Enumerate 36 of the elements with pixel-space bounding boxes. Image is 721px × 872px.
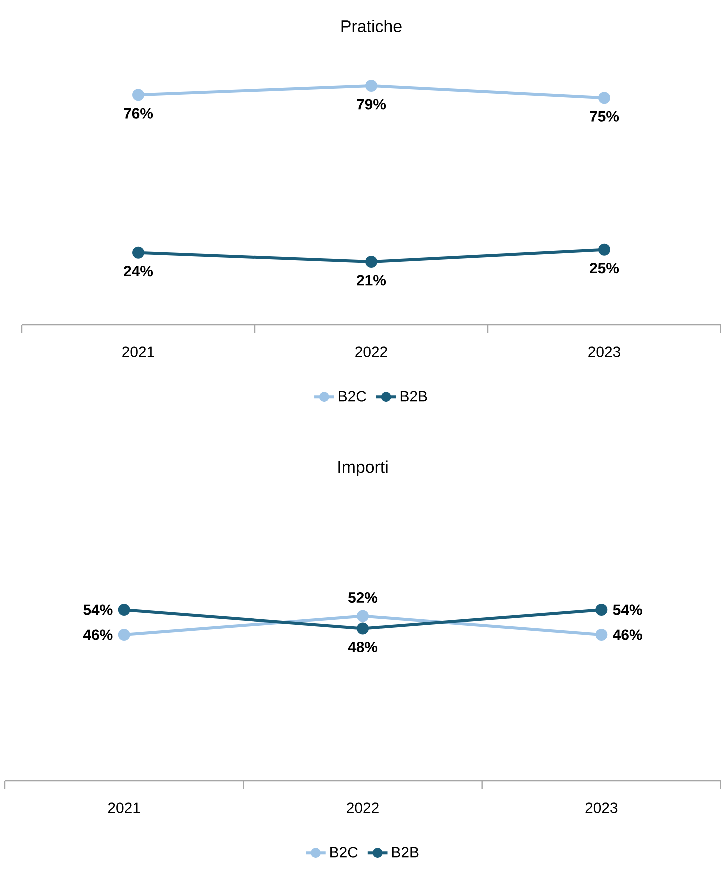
data-label: 75%	[590, 111, 620, 122]
point	[118, 629, 130, 641]
data-label: 46%	[613, 630, 642, 640]
point	[596, 629, 608, 641]
data-label: 76%	[124, 108, 154, 119]
x-tick-label: 2022	[347, 802, 379, 814]
chart-title: Importi	[338, 460, 388, 477]
point	[596, 604, 608, 616]
point	[357, 622, 369, 635]
data-label: 48%	[348, 642, 378, 653]
data-label: 46%	[83, 630, 113, 640]
legend-label: B2C	[330, 847, 358, 858]
x-tick-label: 2021	[122, 346, 154, 358]
point	[598, 244, 610, 256]
legend-label: B2B	[400, 391, 428, 402]
point	[366, 256, 378, 268]
chart-title: Pratiche	[342, 20, 402, 33]
data-label: 54%	[613, 604, 642, 616]
data-label: 21%	[357, 275, 386, 286]
legend-label: B2B	[392, 847, 419, 858]
point	[357, 610, 369, 622]
data-label: 52%	[348, 592, 378, 604]
data-label: 79%	[357, 99, 386, 110]
data-label: 24%	[124, 266, 154, 277]
x-tick-label: 2023	[588, 346, 620, 358]
legend-label: B2C	[339, 391, 366, 402]
data-label: 25%	[590, 263, 620, 274]
x-tick-label: 2023	[586, 802, 618, 814]
point	[132, 89, 144, 102]
data-label: 54%	[84, 604, 113, 616]
point	[118, 604, 130, 616]
point	[366, 80, 378, 92]
point	[598, 92, 610, 104]
x-tick-label: 2022	[356, 346, 388, 358]
x-tick-label: 2021	[108, 802, 140, 814]
point	[132, 246, 144, 259]
